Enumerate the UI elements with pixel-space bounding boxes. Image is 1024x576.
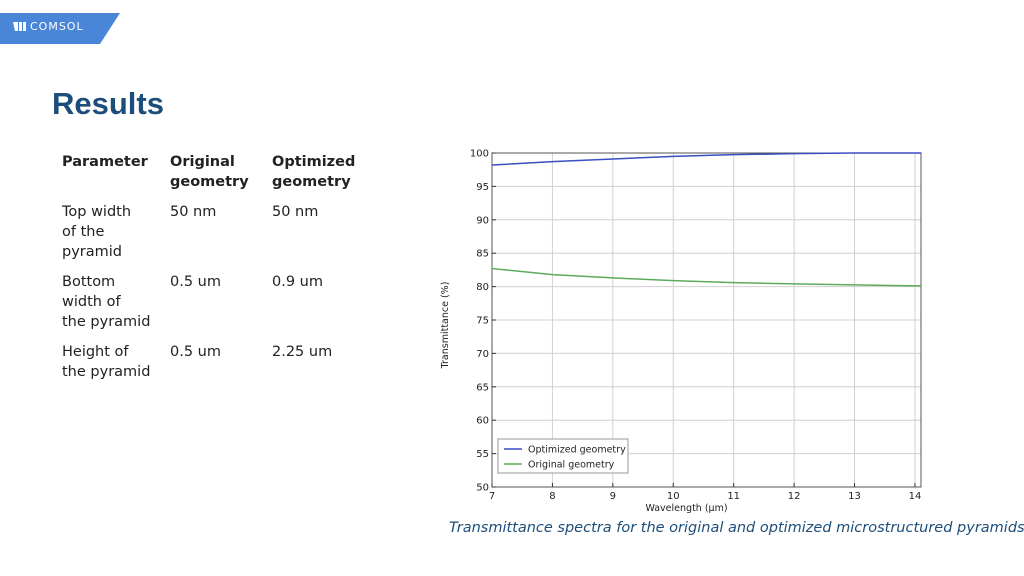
param-line: Height of [62, 344, 129, 360]
y-tick-label: 90 [476, 215, 489, 226]
x-tick-label: 13 [848, 491, 861, 502]
x-tick-label: 11 [727, 491, 740, 502]
param-cell: Height of the pyramid [56, 342, 164, 392]
param-cell: Bottom width of the pyramid [56, 272, 164, 342]
table-row: Height of the pyramid 0.5 um 2.25 um [56, 342, 378, 392]
original-value-cell: 50 nm [170, 204, 217, 220]
param-cell: Top width of the pyramid [56, 202, 164, 272]
brand-banner [0, 13, 120, 44]
y-tick-label: 70 [476, 349, 489, 360]
y-tick-label: 75 [476, 316, 489, 327]
header-line: Parameter [62, 154, 148, 170]
legend-label: Optimized geometry [528, 445, 626, 456]
transmittance-chart: 7 8 9 10 11 12 13 14 50 55 60 65 70 75 80 85 90 95 100 Wave… [440, 149, 922, 514]
y-tick-label: 60 [476, 416, 489, 427]
series-line [491, 152, 921, 166]
x-tick-label: 10 [667, 491, 680, 502]
header-parameter: Parameter [56, 152, 164, 202]
legend-box [497, 438, 629, 474]
param-line: the pyramid [62, 364, 151, 380]
header-line: geometry [272, 174, 351, 190]
param-line: of the [62, 224, 105, 240]
y-tick-label: 95 [476, 182, 489, 193]
parameter-table: Parameter Original geometry Optimized ge… [56, 152, 378, 392]
original-value-cell: 0.5 um [170, 274, 221, 290]
y-tick-label: 50 [476, 483, 489, 494]
page-title: Results [52, 86, 164, 121]
optimized-value-cell: 0.9 um [272, 274, 323, 290]
header-line: Optimized [272, 154, 356, 170]
x-tick-label: 14 [909, 491, 922, 502]
x-tick-label: 7 [489, 491, 495, 502]
legend-label: Original geometry [528, 460, 615, 471]
param-line: width of [62, 294, 121, 310]
x-tick-label: 9 [610, 491, 616, 502]
table-row: Top width of the pyramid 50 nm 50 nm [56, 202, 378, 272]
y-tick-label: 100 [470, 149, 489, 160]
y-tick-label: 55 [476, 449, 489, 460]
param-line: the pyramid [62, 314, 151, 330]
brand-logo-text: COMSOL [30, 20, 84, 33]
param-line: Top width [62, 204, 132, 220]
param-line: Bottom [62, 274, 116, 290]
x-axis-label: Wavelength (µm) [645, 503, 727, 514]
x-tick-label: 12 [788, 491, 801, 502]
comsol-logo-icon [13, 22, 26, 31]
header-original-geometry: Original geometry [164, 152, 266, 202]
x-tick-label: 8 [549, 491, 555, 502]
original-value-cell: 0.5 um [170, 344, 221, 360]
param-line: pyramid [62, 244, 122, 260]
y-tick-label: 85 [476, 249, 489, 260]
y-tick-label: 80 [476, 282, 489, 293]
table-row: Bottom width of the pyramid 0.5 um 0.9 u… [56, 272, 378, 342]
figure-caption: Transmittance spectra for the original a… [449, 520, 1024, 536]
header-line: geometry [170, 174, 249, 190]
series-line [491, 267, 922, 287]
optimized-value-cell: 2.25 um [272, 344, 333, 360]
y-axis-label: Transmittance (%) [440, 282, 451, 370]
header-line: Original [170, 154, 235, 170]
header-optimized-geometry: Optimized geometry [266, 152, 378, 202]
y-tick-label: 65 [476, 382, 489, 393]
optimized-value-cell: 50 nm [272, 204, 319, 220]
table-header-row: Parameter Original geometry Optimized ge… [56, 152, 378, 202]
